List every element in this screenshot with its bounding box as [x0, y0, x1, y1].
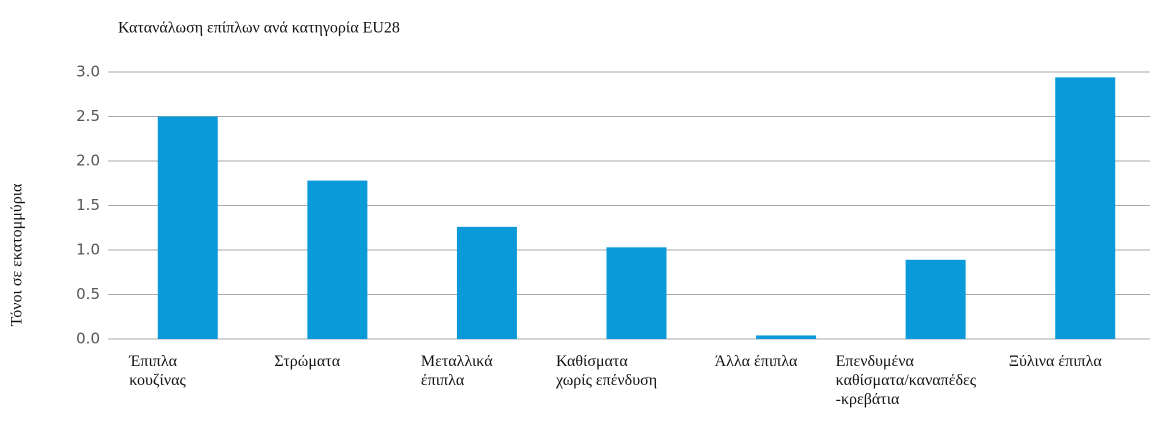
x-tick-label: Μεταλλικά έπιπλα — [420, 353, 493, 389]
y-tick-label: 2.5 — [76, 107, 100, 125]
x-tick-label: Επενδυμένα καθίσματα/καναπέδες -κρεβάτια — [835, 353, 977, 408]
y-tick-label: 0.5 — [76, 285, 100, 303]
x-tick-label: Έπιπλα κουζίνας — [129, 353, 186, 389]
bar — [905, 259, 966, 339]
bar — [307, 180, 368, 339]
x-tick-label: Άλλα έπιπλα — [714, 353, 798, 370]
y-tick-label: 0.0 — [76, 330, 100, 348]
x-tick-label: Καθίσματα χωρίς επένδυση — [556, 353, 658, 389]
bar — [456, 226, 517, 339]
y-tick-label: 2.0 — [76, 152, 100, 170]
bar — [1055, 77, 1116, 339]
bar — [756, 335, 817, 339]
bar — [606, 247, 667, 339]
bar — [157, 116, 218, 339]
y-tick-label: 1.0 — [76, 241, 100, 259]
y-tick-label: 1.5 — [76, 196, 100, 214]
y-axis-label: Τόνοι σε εκατομμύρια — [9, 183, 26, 326]
x-tick-label: Στρώματα — [274, 353, 341, 370]
x-tick-label: Ξύλινα έπιπλα — [1008, 353, 1102, 370]
chart-title: Κατανάλωση επίπλων ανά κατηγορία EU28 — [118, 20, 400, 37]
y-tick-label: 3.0 — [76, 63, 100, 81]
